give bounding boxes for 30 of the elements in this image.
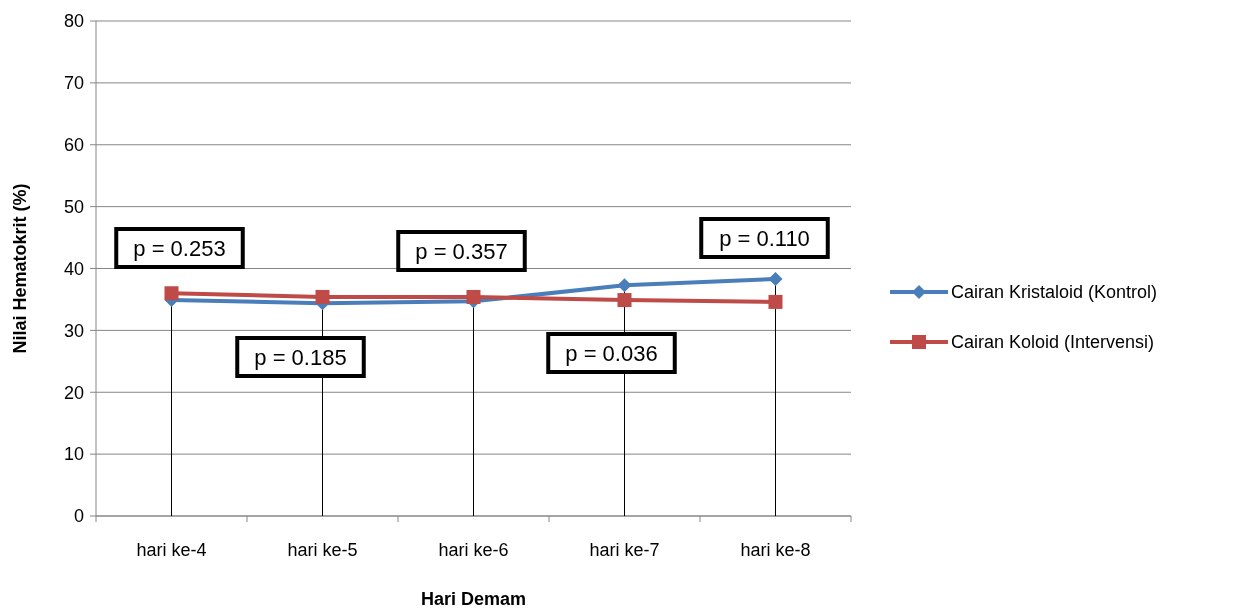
point — [466, 289, 481, 304]
annotation: p = 0.036 — [565, 340, 658, 366]
x-tick-label: hari ke-6 — [438, 540, 509, 560]
point — [164, 286, 179, 301]
point — [768, 294, 783, 309]
y-tick-label: 30 — [63, 320, 84, 341]
x-tick-label: hari ke-4 — [136, 540, 207, 560]
point — [617, 278, 632, 293]
y-tick-label: 10 — [63, 444, 84, 465]
y-tick-label: 50 — [63, 196, 84, 217]
x-tick-label: hari ke-8 — [740, 540, 811, 560]
x-tick-label: hari ke-5 — [287, 540, 358, 560]
point — [768, 272, 783, 287]
y-tick-label: 60 — [63, 135, 84, 156]
y-tick-label: 20 — [63, 382, 84, 403]
point — [315, 289, 330, 304]
x-tick-label: hari ke-7 — [589, 540, 660, 560]
legend-label: Cairan Kristaloid (Kontrol) — [951, 282, 1158, 303]
annotation: p = 0.357 — [415, 238, 508, 264]
x-axis-title: Hari Demam — [420, 589, 527, 609]
legend-label: Cairan Koloid (Intervensi) — [951, 332, 1155, 353]
y-tick-label: 80 — [63, 11, 84, 32]
annotation: p = 0.185 — [254, 344, 347, 370]
y-tick-label: 70 — [63, 73, 84, 94]
annotation: p = 0.110 — [719, 225, 810, 251]
y-tick-label: 0 — [73, 506, 84, 527]
y-tick-label: 40 — [63, 258, 84, 279]
point — [617, 293, 632, 308]
y-axis-title: Nilai Hematokrit (%) — [10, 183, 30, 354]
annotation: p = 0.253 — [133, 235, 226, 261]
